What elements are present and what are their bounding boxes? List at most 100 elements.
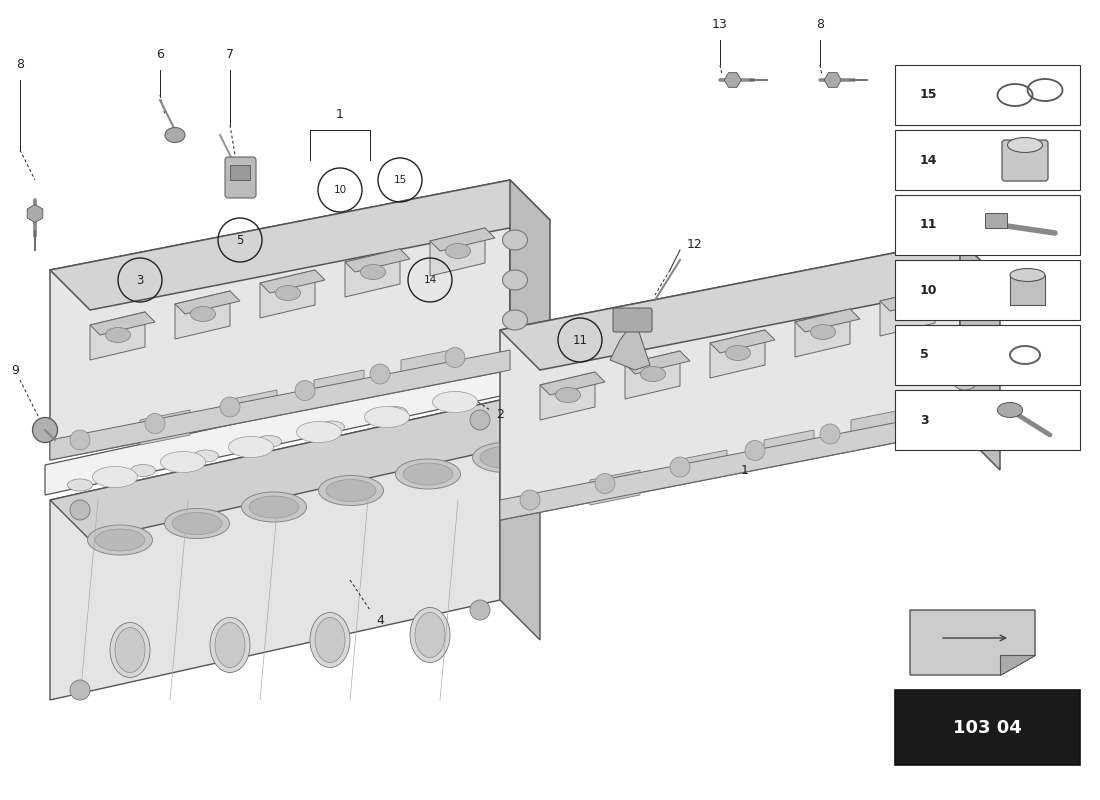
Bar [895, 325, 1080, 385]
Ellipse shape [194, 450, 219, 462]
Polygon shape [625, 351, 690, 374]
Polygon shape [505, 365, 544, 435]
Ellipse shape [326, 479, 376, 502]
Ellipse shape [396, 459, 461, 489]
Polygon shape [430, 228, 495, 251]
Circle shape [820, 424, 840, 444]
Polygon shape [45, 365, 505, 495]
Circle shape [470, 600, 490, 620]
Polygon shape [540, 372, 595, 420]
Polygon shape [50, 180, 510, 460]
Ellipse shape [131, 465, 155, 477]
Circle shape [745, 441, 764, 461]
Circle shape [520, 490, 540, 510]
Polygon shape [500, 400, 540, 640]
Ellipse shape [480, 446, 530, 469]
Ellipse shape [315, 618, 345, 662]
FancyBboxPatch shape [226, 157, 256, 198]
Circle shape [470, 410, 490, 430]
Ellipse shape [640, 366, 666, 382]
Ellipse shape [310, 613, 350, 667]
Ellipse shape [446, 392, 471, 404]
Ellipse shape [503, 310, 528, 330]
Text: 1: 1 [741, 463, 749, 477]
Polygon shape [227, 390, 277, 425]
Circle shape [295, 381, 315, 401]
Polygon shape [880, 288, 935, 336]
Polygon shape [710, 330, 776, 353]
Bar [895, 390, 1080, 450]
Bar [895, 195, 1080, 255]
FancyBboxPatch shape [1002, 140, 1048, 181]
Ellipse shape [503, 230, 528, 250]
Polygon shape [625, 351, 680, 399]
Ellipse shape [556, 387, 581, 402]
Ellipse shape [95, 529, 145, 551]
Polygon shape [1000, 655, 1035, 675]
Polygon shape [540, 372, 605, 395]
Text: 10: 10 [920, 283, 937, 297]
Ellipse shape [503, 270, 528, 290]
Polygon shape [795, 309, 860, 332]
Text: 15: 15 [394, 175, 407, 185]
Ellipse shape [33, 418, 57, 442]
FancyBboxPatch shape [613, 308, 652, 332]
Text: 6: 6 [156, 49, 164, 62]
Text: 11: 11 [572, 334, 587, 346]
Ellipse shape [415, 613, 446, 658]
Text: 14: 14 [920, 154, 937, 166]
Text: 13: 13 [712, 18, 728, 31]
Ellipse shape [319, 475, 384, 506]
Ellipse shape [110, 622, 150, 678]
Ellipse shape [446, 243, 471, 258]
Polygon shape [851, 410, 901, 445]
Ellipse shape [410, 607, 450, 662]
Bar [895, 130, 1080, 190]
Ellipse shape [165, 127, 185, 142]
Ellipse shape [811, 325, 836, 339]
Polygon shape [910, 610, 1035, 675]
Ellipse shape [249, 496, 299, 518]
Circle shape [670, 457, 690, 477]
Ellipse shape [364, 406, 409, 427]
Ellipse shape [172, 513, 222, 534]
Text: 14: 14 [424, 275, 437, 285]
Circle shape [145, 414, 165, 434]
Ellipse shape [383, 406, 407, 418]
Ellipse shape [92, 466, 138, 487]
Ellipse shape [67, 479, 92, 491]
Polygon shape [676, 450, 727, 485]
Circle shape [70, 500, 90, 520]
Circle shape [70, 430, 90, 450]
Ellipse shape [319, 421, 344, 433]
Ellipse shape [1010, 269, 1045, 282]
Ellipse shape [88, 525, 153, 555]
Text: 3: 3 [136, 274, 144, 286]
Ellipse shape [895, 303, 921, 318]
Text: 5: 5 [920, 349, 928, 362]
Bar [895, 65, 1080, 125]
Polygon shape [590, 470, 640, 505]
Text: 4: 4 [376, 614, 384, 626]
Polygon shape [90, 312, 145, 360]
Text: 7: 7 [226, 49, 234, 62]
Text: 9: 9 [11, 363, 19, 377]
Bar [895, 690, 1080, 765]
Polygon shape [314, 370, 364, 405]
Ellipse shape [165, 509, 230, 538]
Text: a passion for parts since 1985: a passion for parts since 1985 [379, 442, 620, 458]
Ellipse shape [106, 327, 131, 342]
Polygon shape [175, 291, 240, 314]
Ellipse shape [953, 330, 978, 350]
Circle shape [446, 347, 465, 367]
Text: 10: 10 [333, 185, 346, 195]
Polygon shape [610, 320, 650, 370]
Polygon shape [50, 400, 501, 700]
Circle shape [895, 407, 915, 427]
Polygon shape [500, 240, 960, 520]
Ellipse shape [275, 286, 300, 301]
Text: 8: 8 [16, 58, 24, 71]
Polygon shape [402, 350, 451, 385]
Polygon shape [880, 288, 945, 311]
Polygon shape [500, 410, 960, 520]
